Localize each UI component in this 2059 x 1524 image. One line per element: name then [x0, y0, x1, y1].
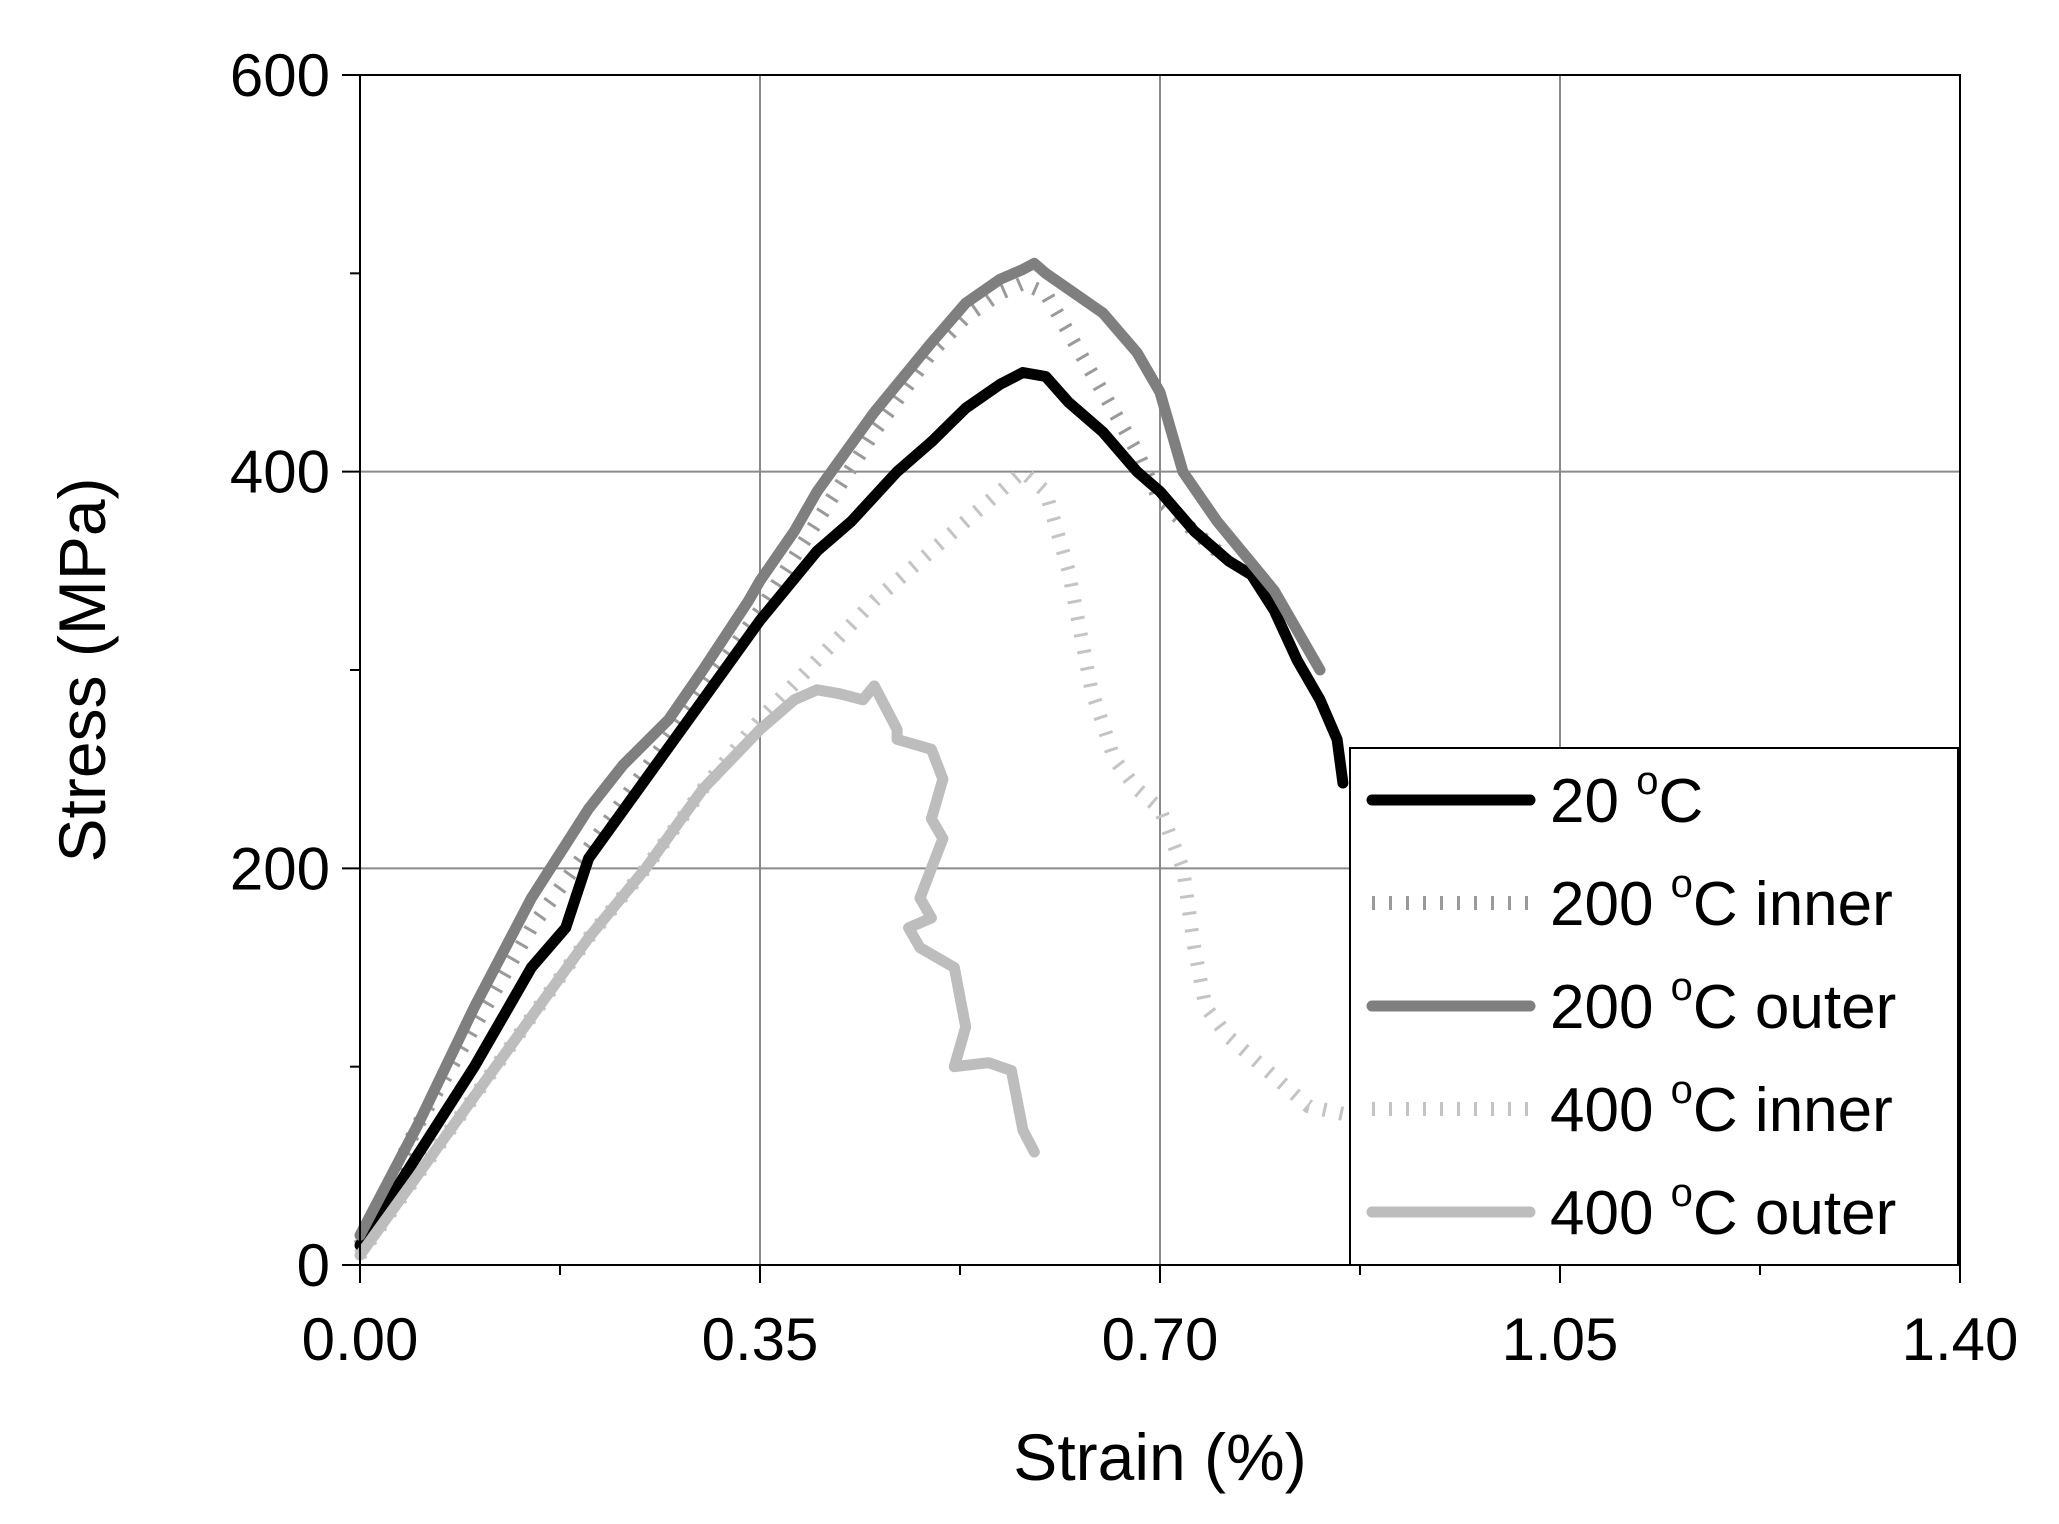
series-line-1 — [353, 276, 1222, 1249]
legend-label-0: 20 oC — [1550, 759, 1703, 836]
x-tick-label: 0.35 — [702, 1306, 819, 1373]
y-axis-title: Stress (MPa) — [45, 477, 119, 862]
grid — [360, 75, 1960, 1265]
tick-labels: 0.00 0.35 0.70 1.05 1.40 0 200 400 600 — [230, 42, 2019, 1373]
series-line-0 — [354, 367, 1349, 1251]
legend-label-2: 200 oC outer — [1550, 965, 1896, 1042]
series-line-2 — [354, 257, 1326, 1241]
y-tick-label: 200 — [230, 835, 330, 902]
axis-ticks — [342, 74, 1961, 1283]
y-tick-label: 600 — [230, 42, 330, 109]
legend-label-1: 200 oC inner — [1550, 862, 1893, 939]
legend-label-4: 400 oC outer — [1550, 1171, 1896, 1248]
series-layer — [353, 257, 1356, 1261]
x-tick-label: 1.05 — [1502, 1306, 1619, 1373]
x-tick-label: 0.70 — [1102, 1306, 1219, 1373]
legend: 20 oC 200 oC inner 200 oC outer 400 oC inne… — [1349, 747, 1959, 1266]
x-axis-title: Strain (%) — [1013, 1420, 1306, 1494]
series-line-4 — [354, 680, 1040, 1261]
legend-label-3: 400 oC inner — [1550, 1068, 1893, 1145]
y-tick-label: 0 — [297, 1232, 330, 1299]
x-tick-label: 0.00 — [302, 1306, 419, 1373]
y-tick-label: 400 — [230, 439, 330, 506]
x-tick-label: 1.40 — [1902, 1306, 2019, 1373]
